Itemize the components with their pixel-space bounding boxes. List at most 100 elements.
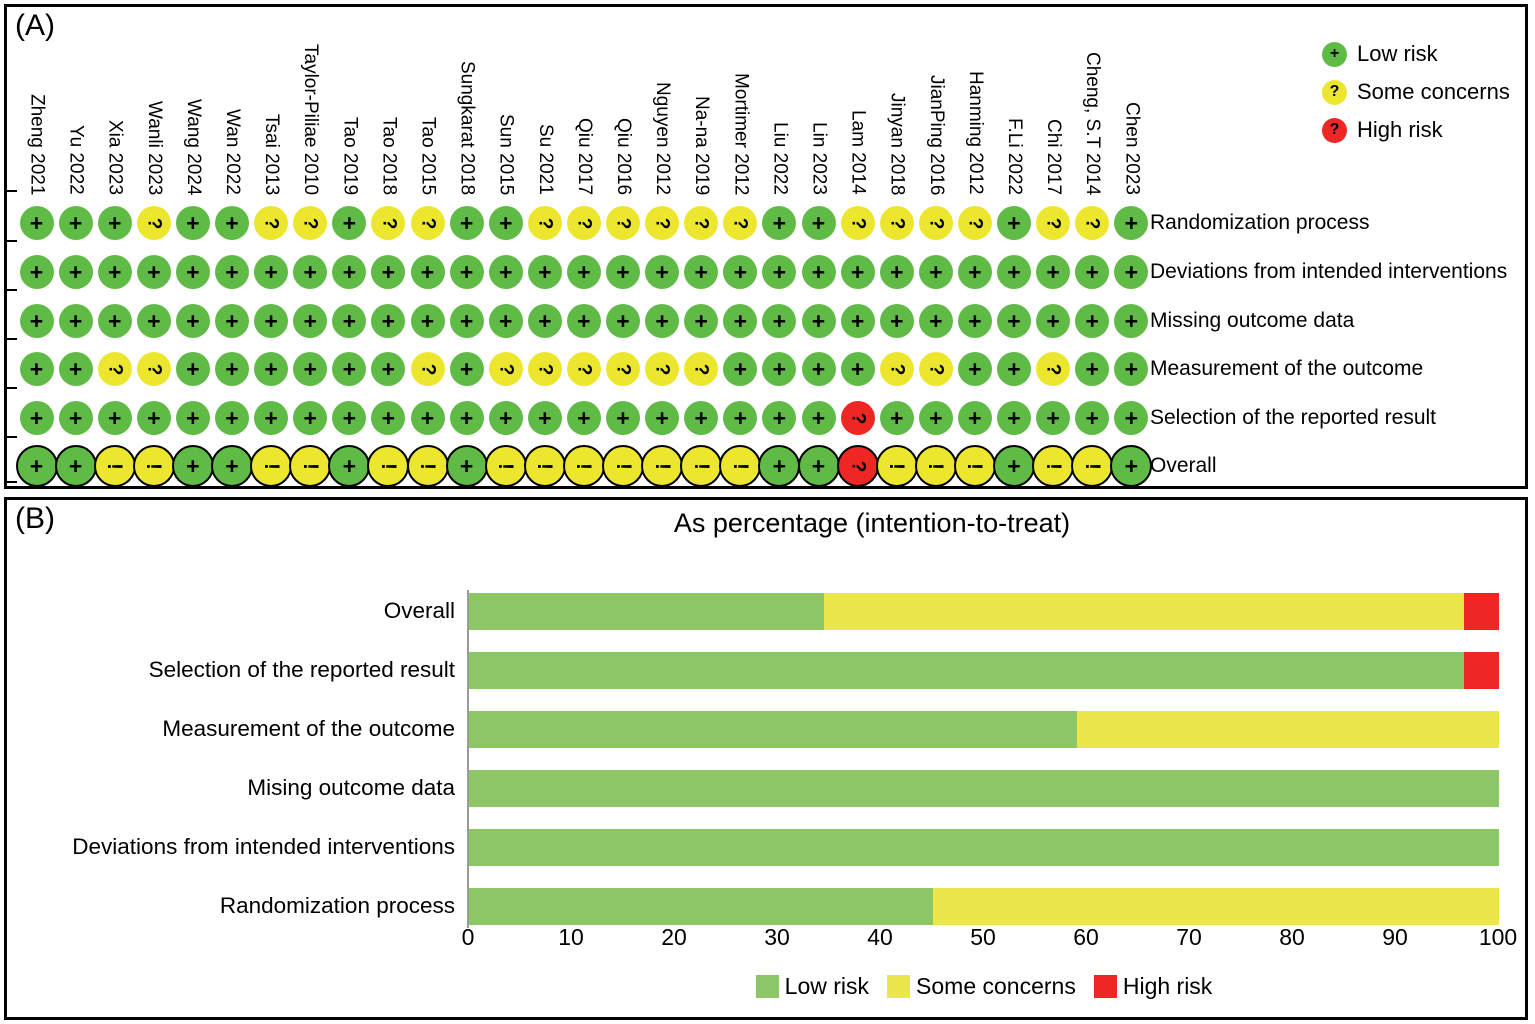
judgment-circle: + bbox=[371, 304, 406, 338]
judgment-circle: + bbox=[801, 206, 836, 240]
study-label: Wanli 2023 bbox=[143, 100, 165, 195]
judgment-circle: + bbox=[58, 352, 93, 386]
x-tick-label: 80 bbox=[1279, 924, 1305, 950]
judgment-symbol: + bbox=[459, 258, 474, 285]
judgment-circle: + bbox=[175, 352, 210, 386]
judgment-symbol: + bbox=[733, 404, 748, 431]
judgment-circle: + bbox=[606, 304, 640, 338]
study-label: Tao 2019 bbox=[339, 116, 361, 195]
judgment-circle: ? bbox=[684, 352, 719, 386]
judgment-circle: + bbox=[215, 304, 249, 338]
judgment-circle: + bbox=[19, 352, 54, 386]
judgment-circle: + bbox=[801, 401, 836, 435]
judgment-circle: ? bbox=[918, 206, 953, 240]
judgment-circle: ? bbox=[684, 206, 719, 240]
judgment-symbol: + bbox=[107, 307, 122, 334]
stacked-bar bbox=[469, 828, 1499, 866]
x-tick-label: 40 bbox=[867, 924, 893, 950]
judgment-symbol: + bbox=[225, 209, 239, 236]
judgment-circle: + bbox=[645, 401, 680, 435]
judgment-circle: + bbox=[606, 255, 640, 289]
judgment-symbol: + bbox=[303, 355, 317, 382]
bar-segment bbox=[469, 887, 933, 925]
judgment-symbol: ! bbox=[885, 462, 909, 470]
judgment-symbol: ? bbox=[651, 217, 673, 229]
bar-segment bbox=[469, 651, 1464, 689]
judgment-symbol: + bbox=[1085, 258, 1099, 285]
judgment-symbol: + bbox=[538, 307, 552, 334]
legend-label: Some concerns bbox=[1357, 79, 1510, 104]
judgment-circle: + bbox=[993, 445, 1035, 487]
judgment-symbol: + bbox=[381, 258, 396, 285]
judgment-circle: + bbox=[332, 401, 367, 435]
judgment-circle: + bbox=[449, 304, 484, 338]
judgment-symbol: + bbox=[186, 307, 200, 334]
judgment-symbol: + bbox=[498, 258, 513, 285]
legend-label: Low risk bbox=[784, 973, 870, 999]
judgment-circle: + bbox=[801, 255, 836, 289]
judgment-circle: + bbox=[58, 255, 93, 289]
judgment-circle: + bbox=[449, 352, 484, 386]
judgment-symbol: + bbox=[655, 258, 669, 285]
judgment-symbol: + bbox=[889, 307, 904, 334]
judgment-symbol: + bbox=[772, 209, 787, 236]
legend-item: High risk bbox=[1093, 973, 1212, 1000]
judgment-symbol: ? bbox=[573, 217, 595, 229]
judgment-symbol: + bbox=[459, 355, 474, 382]
judgment-symbol: + bbox=[498, 209, 513, 236]
judgment-symbol: + bbox=[68, 209, 83, 236]
study-label: Chi 2017 bbox=[1043, 118, 1065, 195]
x-tick-label: 50 bbox=[970, 924, 996, 950]
study-label: Sun 2015 bbox=[495, 113, 517, 195]
judgment-symbol: + bbox=[1124, 452, 1139, 479]
bar-segment bbox=[1463, 651, 1499, 689]
judgment-circle: + bbox=[1075, 304, 1110, 338]
judgment-circle: + bbox=[1110, 445, 1153, 487]
judgment-circle: + bbox=[762, 352, 797, 386]
legend-label: Some concerns bbox=[916, 973, 1076, 999]
judgment-symbol: + bbox=[577, 404, 591, 431]
judgment-symbol: + bbox=[29, 258, 44, 285]
judgment-circle: + bbox=[293, 401, 328, 435]
judgment-circle: + bbox=[762, 401, 797, 435]
judgment-symbol: + bbox=[264, 404, 278, 431]
judgment-symbol: + bbox=[29, 307, 44, 334]
judgment-symbol: + bbox=[1007, 209, 1021, 236]
judgment-symbol: + bbox=[1085, 307, 1099, 334]
judgment-symbol: ! bbox=[416, 462, 439, 470]
judgment-circle: + bbox=[997, 255, 1031, 289]
judgment-circle: ! bbox=[250, 445, 293, 487]
judgment-circle: ! bbox=[406, 445, 449, 487]
judgment-symbol: + bbox=[225, 452, 239, 479]
judgment-circle: + bbox=[136, 401, 171, 435]
judgment-circle: + bbox=[1114, 255, 1149, 289]
judgment-circle: ! bbox=[289, 445, 332, 487]
judgment-circle: + bbox=[19, 401, 54, 435]
judgment-circle: + bbox=[684, 255, 719, 289]
judgment-circle: + bbox=[371, 255, 406, 289]
legend-circle: + bbox=[1322, 41, 1347, 67]
judgment-symbol: ? bbox=[416, 217, 438, 229]
study-label: Lin 2023 bbox=[808, 122, 830, 195]
judgment-symbol: ! bbox=[298, 462, 322, 470]
bar-segment bbox=[469, 828, 1499, 866]
judgment-circle: + bbox=[527, 304, 562, 338]
judgment-symbol: ! bbox=[494, 462, 518, 470]
judgment-circle: ? bbox=[879, 352, 914, 386]
judgment-circle: + bbox=[410, 255, 445, 289]
judgment-circle: ? bbox=[1036, 206, 1071, 240]
judgment-symbol: + bbox=[1007, 307, 1021, 334]
judgment-circle: + bbox=[254, 352, 289, 386]
judgment-circle: + bbox=[445, 445, 488, 487]
x-tick-label: 10 bbox=[558, 924, 584, 950]
judgment-circle: + bbox=[723, 304, 758, 338]
judgment-circle: + bbox=[645, 304, 680, 338]
judgment-circle: + bbox=[332, 255, 367, 289]
study-label: Qiu 2017 bbox=[573, 117, 595, 195]
judgment-symbol: + bbox=[694, 404, 708, 431]
judgment-symbol: + bbox=[850, 307, 865, 334]
axis-tick bbox=[7, 481, 17, 483]
judgment-circle: + bbox=[997, 304, 1031, 338]
judgment-circle: + bbox=[175, 401, 210, 435]
study-label: Su 2021 bbox=[534, 124, 556, 195]
